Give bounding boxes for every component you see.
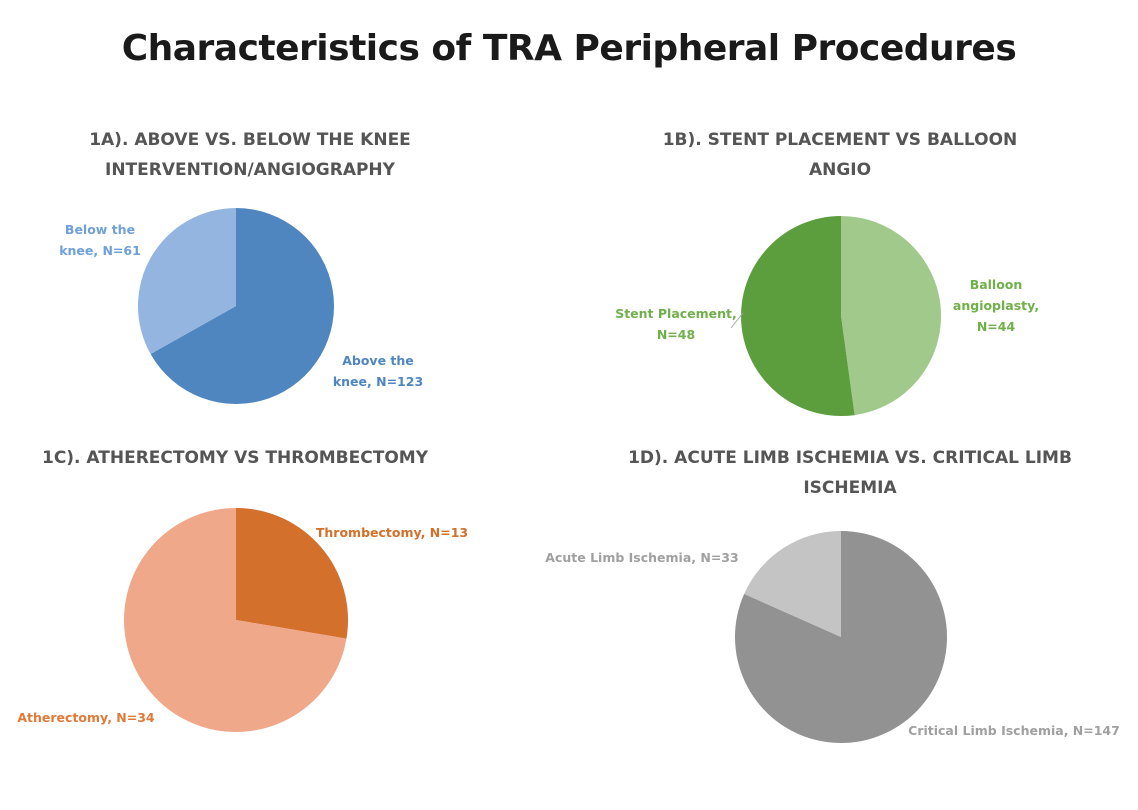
chart-title-1c: 1C). ATHERECTOMY VS THROMBECTOMY [41,448,429,468]
pie-slice-critical-limb-ischemia [734,531,947,743]
slice-label-atherectomy: Atherectomy, N=34 [17,710,155,725]
slice-label-balloon-angioplasty: Balloon angioplasty, N=44 [953,277,1039,334]
chart-title-1b: 1B). STENT PLACEMENT VS BALLOON ANGIO [662,130,1018,180]
slice-label-thrombectomy: Thrombectomy, N=13 [316,525,468,540]
slice-label-critical-limb-ischemia: Critical Limb Ischemia, N=147 [908,723,1120,738]
pie-slice-balloon-angioplasty [841,216,942,416]
slice-label-stent-placement: Stent Placement, N=48 [615,306,737,342]
slice-label-above-knee: Above the knee, N=123 [333,353,423,389]
pie-slice-acute-limb-ischemia [744,531,841,637]
pie-slice-above-knee [150,208,335,404]
pie-slice-stent-placement [741,216,855,416]
slice-label-acute-limb-ischemia: Acute Limb Ischemia, N=33 [545,550,738,565]
pie-slice-thrombectomy [236,508,349,639]
pie-slice-below-knee [138,208,236,355]
slice-label-below-knee: Below the knee, N=61 [59,222,141,258]
page-title: Characteristics of TRA Peripheral Proced… [121,28,1017,69]
chart-title-1a: 1A). ABOVE VS. BELOW THE KNEE INTERVENTI… [89,130,411,180]
pie-slice-atherectomy [124,508,347,732]
leader-line [730,312,744,329]
chart-title-1d: 1D). ACUTE LIMB ISCHEMIA VS. CRITICAL LI… [628,448,1072,498]
